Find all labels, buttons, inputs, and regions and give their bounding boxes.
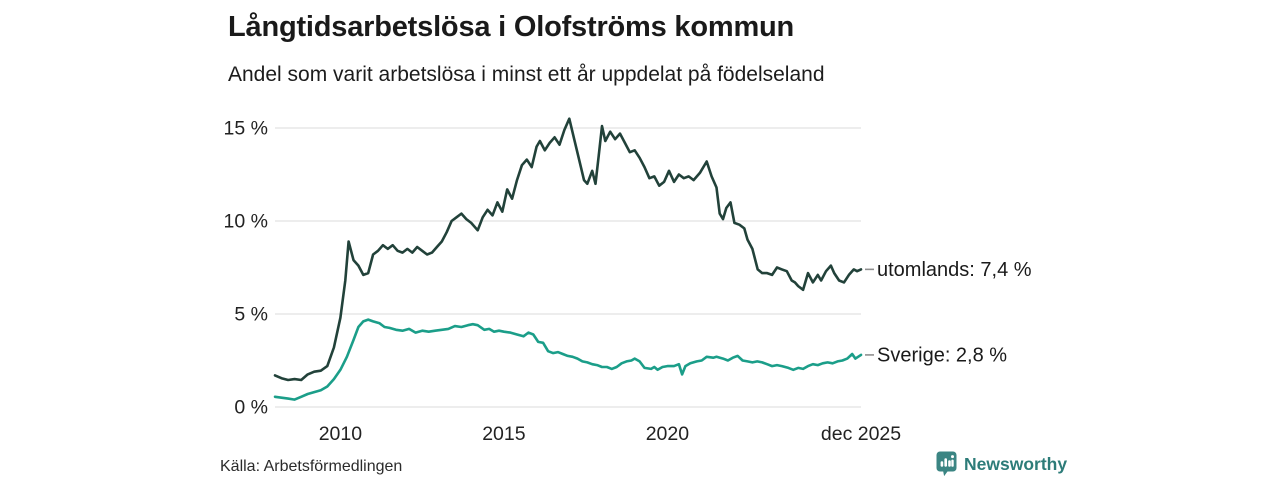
x-axis-tick-label: dec 2025 [821, 423, 901, 445]
page-title: Långtidsarbetslösa i Olofströms kommun [228, 11, 795, 43]
x-axis-tick-label: 2010 [319, 423, 363, 445]
series-line-utomlands [273, 117, 863, 382]
y-axis-tick-label: 15 % [224, 118, 268, 140]
source-attribution: Källa: Arbetsförmedlingen [220, 458, 403, 475]
series-end-label-utomlands: utomlands: 7,4 % [877, 259, 1032, 281]
brand-name: Newsworthy [964, 453, 1068, 474]
series-line-sverige [273, 318, 863, 401]
x-axis-tick-label: 2015 [482, 423, 526, 445]
y-axis-tick-label: 10 % [224, 211, 268, 233]
y-axis-tick-label: 0 % [234, 397, 268, 419]
series-end-label-sverige: Sverige: 2,8 % [877, 344, 1007, 366]
y-axis-tick-label: 5 % [234, 304, 268, 326]
newsworthy-logo: Newsworthy [936, 450, 1067, 478]
bar-chart-pin-icon [936, 451, 957, 477]
chart-subtitle: Andel som varit arbetslösa i minst ett å… [228, 63, 825, 86]
x-axis-tick-label: 2020 [646, 423, 690, 445]
